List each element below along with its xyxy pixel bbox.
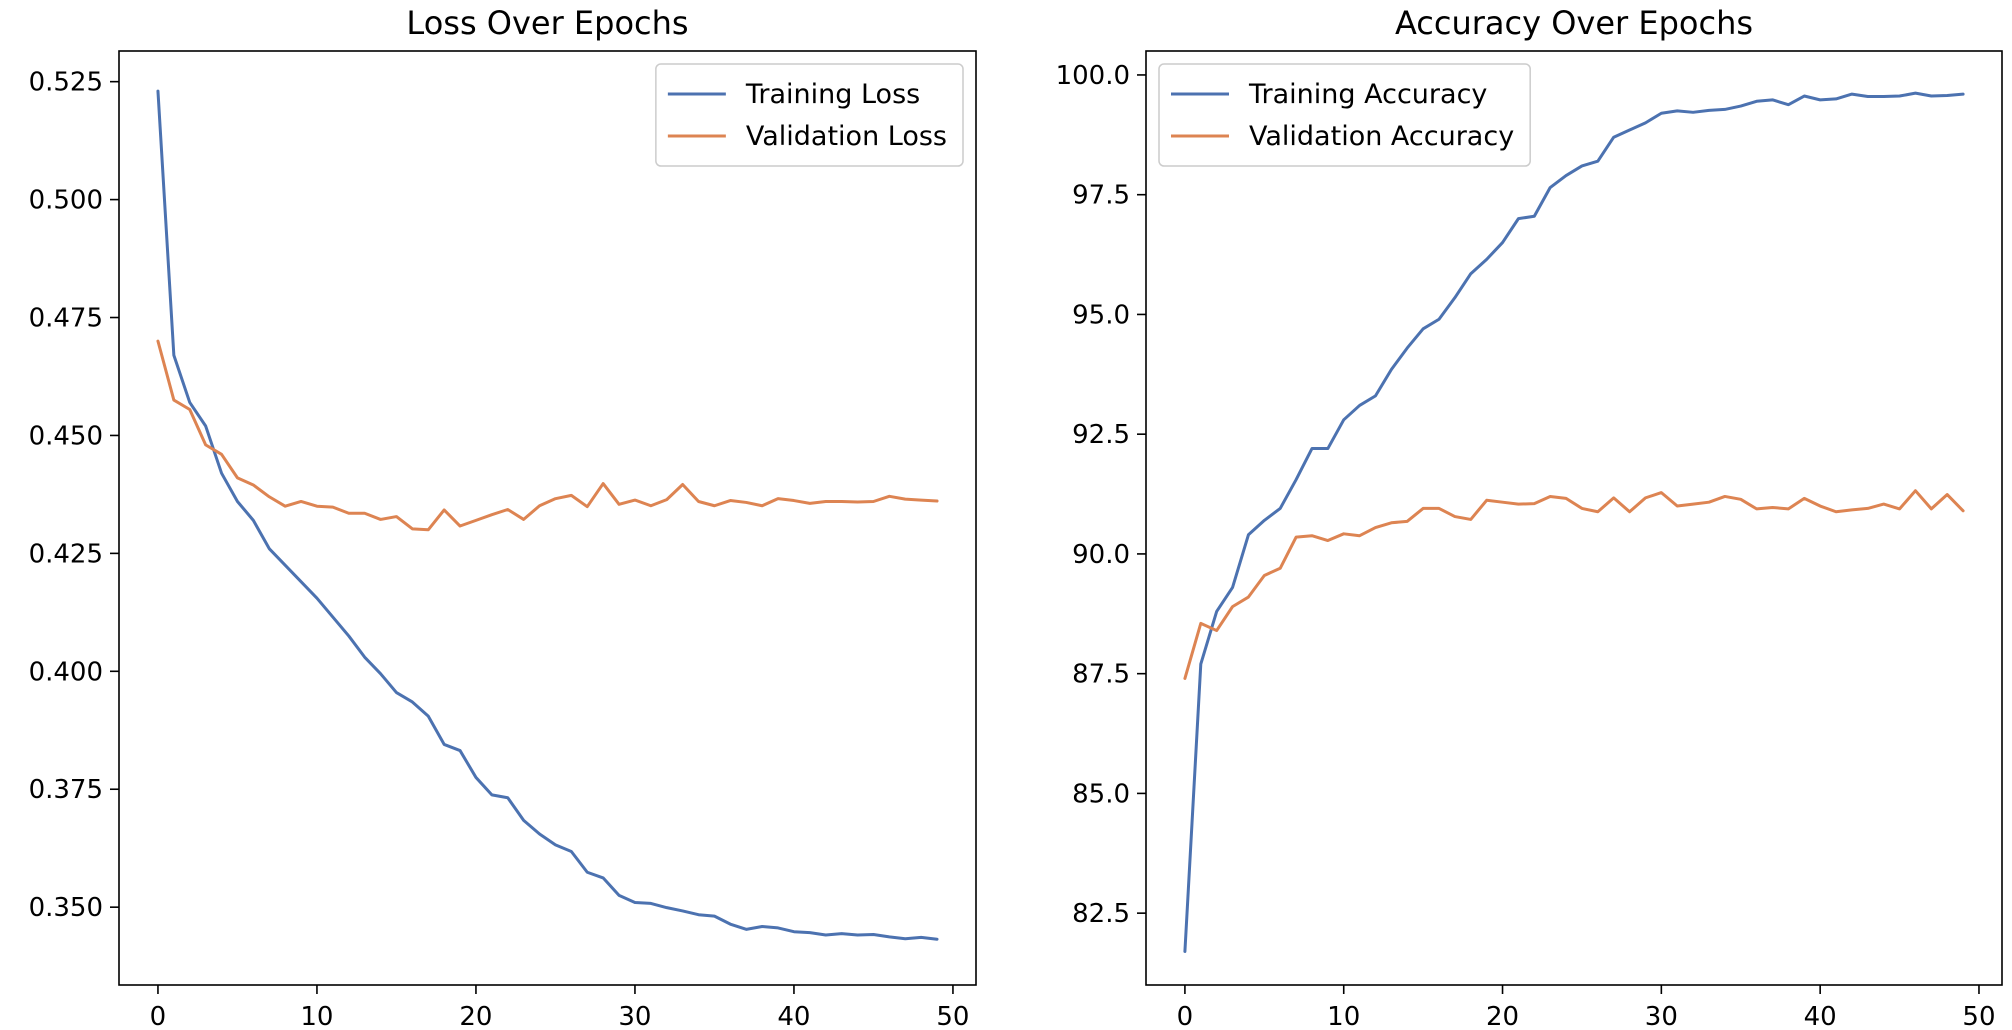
x-tick-label: 40 — [777, 1002, 810, 1030]
x-tick-label: 0 — [150, 1002, 167, 1030]
legend-label: Validation Accuracy — [1249, 121, 1514, 152]
x-tick-label: 30 — [618, 1002, 651, 1030]
training-accuracy-line — [1183, 91, 1965, 953]
validation-loss-line — [156, 339, 939, 532]
y-tick-label: 82.5 — [1072, 899, 1130, 929]
x-tick-label: 20 — [1486, 1002, 1519, 1030]
x-tick-label: 40 — [1804, 1002, 1837, 1030]
legend-box — [655, 63, 964, 167]
y-tick-label: 87.5 — [1072, 660, 1130, 690]
y-tick-label: 0.450 — [29, 421, 103, 451]
plot-frame — [118, 50, 977, 986]
y-tick-label: 95.0 — [1072, 300, 1130, 330]
chart-title: Accuracy Over Epochs — [1395, 4, 1753, 42]
chart-title: Loss Over Epochs — [406, 4, 688, 42]
x-tick-label: 10 — [1327, 1002, 1360, 1030]
legend-label: Training Loss — [745, 79, 920, 110]
y-tick-label: 100.0 — [1056, 61, 1130, 91]
y-tick-label: 0.425 — [29, 539, 103, 569]
y-tick-label: 97.5 — [1072, 181, 1130, 211]
legend: Training Loss Validation Loss — [655, 63, 964, 167]
y-tick-label: 92.5 — [1072, 420, 1130, 450]
legend-box — [1158, 63, 1531, 167]
legend: Training Accuracy Validation Accuracy — [1158, 63, 1531, 167]
y-tick-label: 0.375 — [29, 775, 103, 805]
loss-chart: Loss Over Epochs 0 10 20 30 40 50 0.350 0.375 0.4… — [29, 4, 977, 1030]
validation-accuracy-line — [1183, 489, 1965, 680]
plot-frame — [1145, 50, 2003, 986]
y-tick-label: 0.525 — [29, 68, 103, 98]
training-loss-line — [156, 89, 939, 941]
x-tick-label: 30 — [1645, 1002, 1678, 1030]
y-tick-label: 0.350 — [29, 893, 103, 923]
legend-label: Training Accuracy — [1248, 79, 1487, 110]
x-tick-label: 10 — [300, 1002, 333, 1030]
x-tick-label: 20 — [459, 1002, 492, 1030]
y-tick-label: 90.0 — [1072, 540, 1130, 570]
y-tick-label: 0.500 — [29, 186, 103, 216]
x-tick-label: 50 — [936, 1002, 969, 1030]
x-tick-label: 50 — [1962, 1002, 1995, 1030]
accuracy-chart: Accuracy Over Epochs 0 10 20 30 40 50 82.5 85.0 8… — [1056, 4, 2003, 1030]
x-tick-label: 0 — [1177, 1002, 1194, 1030]
y-tick-label: 0.475 — [29, 304, 103, 334]
y-tick-label: 0.400 — [29, 657, 103, 687]
legend-label: Validation Loss — [746, 121, 947, 152]
y-tick-label: 85.0 — [1072, 779, 1130, 809]
